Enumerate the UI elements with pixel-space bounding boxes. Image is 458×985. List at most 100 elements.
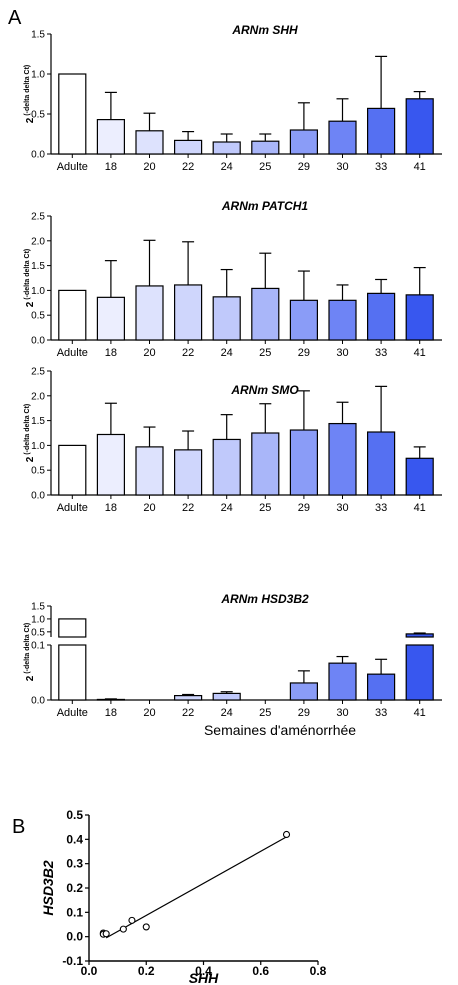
scatter-y-axis-title-group: HSD3B2 bbox=[40, 860, 56, 915]
scatter-plot-layer: 0.0 0.2 0.4 0.6 0.8-0.10.00.10.20.30.40.5SHH… bbox=[40, 808, 327, 985]
bar-2 bbox=[135, 446, 164, 496]
chart-title: ARNm HSD3B2 bbox=[220, 592, 309, 606]
bar-5 bbox=[251, 287, 280, 341]
x-tick-label: 24 bbox=[221, 347, 233, 359]
y-axis-label: 2(-delta delta Ct) bbox=[24, 404, 36, 463]
bar-1 bbox=[96, 698, 126, 701]
bar-8 bbox=[367, 292, 396, 341]
bar-1 bbox=[96, 118, 126, 155]
y-axis-label-text: 2(-delta delta Ct) bbox=[24, 249, 36, 308]
y-axis-label: 2(-delta delta Ct) bbox=[24, 65, 36, 124]
scatter-point-4 bbox=[128, 916, 136, 924]
regression-line bbox=[105, 836, 287, 939]
scatter-point-5 bbox=[142, 923, 150, 931]
error-bar-4 bbox=[220, 268, 233, 297]
error-bar-5 bbox=[259, 403, 272, 433]
broken-bar-3 bbox=[174, 693, 203, 701]
x-tick-label: 18 bbox=[105, 502, 117, 514]
x-tick-label: 30 bbox=[336, 707, 348, 719]
chart-title: ARNm SMO bbox=[230, 383, 299, 397]
x-tick-label: 30 bbox=[336, 347, 348, 359]
scatter-y-tick-label: -0.1 bbox=[62, 954, 83, 968]
error-bar-4 bbox=[220, 414, 233, 440]
y-axis-label-base: 2 bbox=[25, 456, 36, 462]
bar-8 bbox=[367, 673, 396, 701]
x-tick-label: 41 bbox=[414, 502, 426, 514]
error-bar-7 bbox=[336, 655, 349, 664]
chart-title: ARNm PATCH1 bbox=[221, 199, 309, 213]
error-bar-7 bbox=[336, 98, 349, 122]
bar-3 bbox=[174, 449, 203, 496]
x-tick-label: 33 bbox=[375, 707, 387, 719]
error-bar-1 bbox=[104, 260, 117, 298]
bar-lower-segment bbox=[405, 644, 434, 701]
scatter-y-axis-title: HSD3B2 bbox=[40, 860, 56, 915]
scatter-y-tick-label: 0.0 bbox=[66, 930, 83, 944]
scatter-point-2 bbox=[102, 930, 110, 938]
x-tick-label: 18 bbox=[105, 347, 117, 359]
error-bar-8 bbox=[375, 385, 388, 433]
y-tick-label: 0.0 bbox=[31, 491, 45, 502]
y-tick-label: 2.5 bbox=[31, 212, 45, 223]
error-bar-8 bbox=[375, 55, 388, 109]
bar-9 bbox=[405, 98, 434, 155]
bar-chart-1: ARNm SHH 0.0 0.5 1.0 1.5 Adulte 18 20 22 24 25 29 30… bbox=[24, 23, 442, 173]
y-axis-label-exponent: (-delta delta Ct) bbox=[24, 249, 31, 300]
y-axis-label-exponent: (-delta delta Ct) bbox=[24, 65, 31, 116]
bar-4 bbox=[212, 141, 241, 155]
x-tick-label: 33 bbox=[375, 161, 387, 173]
y-tick-label: 2.5 bbox=[31, 367, 45, 378]
x-tick-label: 22 bbox=[182, 707, 194, 719]
bar-3 bbox=[174, 139, 203, 155]
bar-0 bbox=[58, 444, 87, 496]
bar-9 bbox=[405, 457, 434, 496]
broken-bar-7 bbox=[328, 655, 357, 701]
y-tick-label: 1.5 bbox=[31, 30, 45, 41]
x-tick-label: 22 bbox=[182, 161, 194, 173]
bar-0 bbox=[58, 289, 87, 341]
y-tick-label: 1.0 bbox=[31, 441, 45, 452]
x-tick-label: 24 bbox=[221, 161, 233, 173]
bar-5 bbox=[251, 432, 280, 496]
x-tick-label: 20 bbox=[143, 161, 155, 173]
y-axis-label-exponent: (-delta delta Ct) bbox=[24, 623, 31, 674]
error-bar-7 bbox=[336, 284, 349, 301]
x-axis-title: Semaines d'aménorrhée bbox=[204, 722, 356, 738]
broken-bar-1 bbox=[96, 698, 126, 701]
error-bar-1 bbox=[104, 402, 117, 435]
y-tick-label: 0.5 bbox=[31, 627, 45, 638]
bar-7 bbox=[328, 299, 357, 341]
bar-upper-segment bbox=[58, 618, 87, 638]
bar-4 bbox=[212, 692, 241, 701]
x-tick-label: 30 bbox=[336, 502, 348, 514]
y-tick-label: 0.0 bbox=[31, 336, 45, 347]
broken-bar-4 bbox=[212, 691, 241, 701]
x-tick-label: Adulte bbox=[57, 347, 88, 359]
broken-bar-8 bbox=[367, 658, 396, 701]
bar-8 bbox=[367, 431, 396, 496]
bar-4 bbox=[212, 296, 241, 341]
bar-chart-2: ARNm PATCH1 0.0 0.5 1.0 1.5 2.0 2.5 Adulte 18 20 2… bbox=[24, 199, 442, 359]
bar-6 bbox=[289, 682, 318, 701]
error-bar-4 bbox=[220, 133, 233, 142]
x-tick-label: 30 bbox=[336, 161, 348, 173]
error-bar-6 bbox=[297, 670, 310, 683]
bar-lower-segment bbox=[58, 644, 87, 701]
x-tick-label: 25 bbox=[259, 707, 271, 719]
error-bar-7 bbox=[336, 401, 349, 424]
y-tick-label: 1.5 bbox=[31, 602, 45, 613]
x-tick-label: 22 bbox=[182, 502, 194, 514]
y-axis-label-text: 2(-delta delta Ct) bbox=[24, 65, 36, 124]
error-bar-5 bbox=[259, 133, 272, 142]
x-tick-label: 29 bbox=[298, 161, 310, 173]
x-tick-label: 20 bbox=[143, 707, 155, 719]
x-tick-label: 41 bbox=[414, 161, 426, 173]
bar-6 bbox=[289, 299, 318, 341]
scatter-y-tick-label: 0.4 bbox=[66, 832, 83, 846]
x-tick-label: Adulte bbox=[57, 161, 88, 173]
y-tick-label: 1.0 bbox=[31, 286, 45, 297]
bar-1 bbox=[96, 433, 126, 496]
x-tick-label: 29 bbox=[298, 707, 310, 719]
error-bar-9 bbox=[413, 266, 426, 295]
